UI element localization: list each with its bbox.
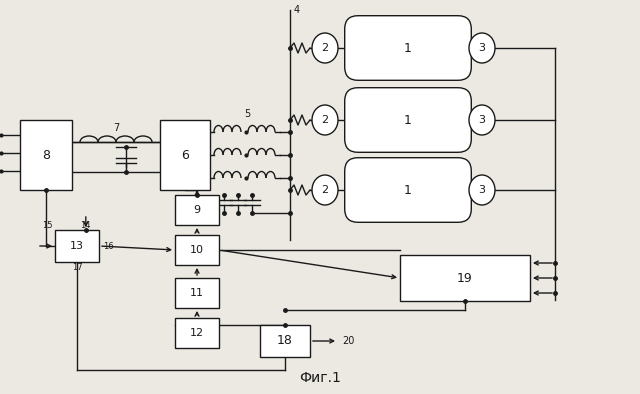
Text: 2: 2 (321, 115, 328, 125)
Text: 1: 1 (404, 113, 412, 126)
Text: Фиг.1: Фиг.1 (299, 371, 341, 385)
FancyBboxPatch shape (175, 278, 219, 308)
FancyBboxPatch shape (175, 318, 219, 348)
Ellipse shape (469, 105, 495, 135)
FancyBboxPatch shape (20, 120, 72, 190)
FancyBboxPatch shape (345, 88, 471, 152)
Text: 17: 17 (72, 262, 83, 271)
FancyBboxPatch shape (175, 235, 219, 265)
FancyBboxPatch shape (260, 325, 310, 357)
Text: 3: 3 (479, 185, 486, 195)
FancyBboxPatch shape (345, 16, 471, 80)
FancyBboxPatch shape (400, 255, 530, 301)
Text: 3: 3 (479, 43, 486, 53)
Text: 11: 11 (190, 288, 204, 298)
Text: 20: 20 (342, 336, 355, 346)
Text: 1: 1 (404, 184, 412, 197)
FancyBboxPatch shape (160, 120, 210, 190)
Ellipse shape (312, 175, 338, 205)
Ellipse shape (469, 33, 495, 63)
Text: 7: 7 (113, 123, 119, 133)
FancyBboxPatch shape (175, 195, 219, 225)
Text: 18: 18 (277, 335, 293, 348)
Text: 10: 10 (190, 245, 204, 255)
Text: 5: 5 (244, 109, 250, 119)
Text: 9: 9 (193, 205, 200, 215)
Text: 14: 14 (81, 221, 91, 229)
FancyBboxPatch shape (345, 158, 471, 222)
Ellipse shape (312, 105, 338, 135)
Text: 8: 8 (42, 149, 50, 162)
Ellipse shape (312, 33, 338, 63)
Text: 2: 2 (321, 185, 328, 195)
Text: 1: 1 (404, 41, 412, 54)
Text: 12: 12 (190, 328, 204, 338)
Text: 15: 15 (42, 221, 52, 229)
Text: 6: 6 (181, 149, 189, 162)
Text: 2: 2 (321, 43, 328, 53)
FancyBboxPatch shape (55, 230, 99, 262)
Text: 13: 13 (70, 241, 84, 251)
Text: 3: 3 (479, 115, 486, 125)
Ellipse shape (469, 175, 495, 205)
Text: 19: 19 (457, 271, 473, 284)
Text: 4: 4 (294, 5, 300, 15)
Text: 16: 16 (103, 242, 114, 251)
